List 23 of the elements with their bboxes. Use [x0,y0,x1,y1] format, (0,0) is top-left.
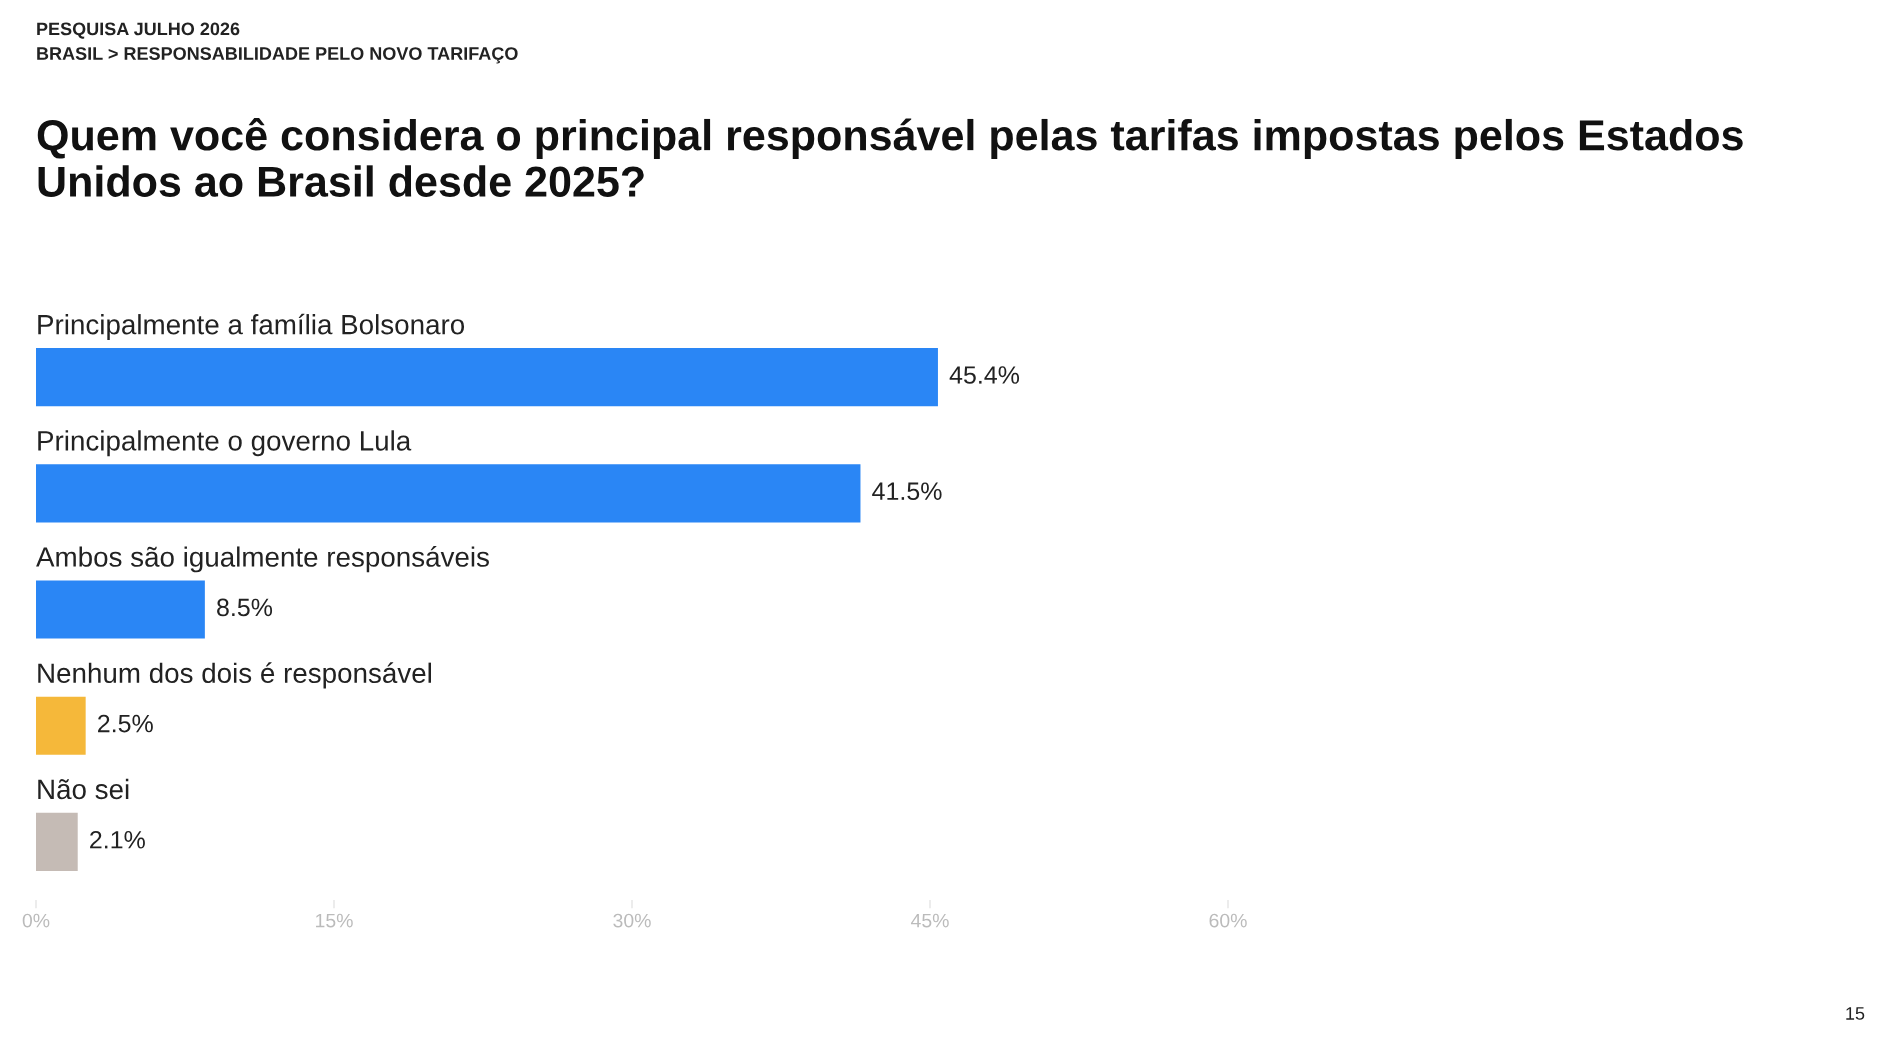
data-label: 2.5% [98,714,153,733]
x-tick-label: 0% [22,913,50,928]
data-label: 45.4% [949,366,1020,384]
x-tick-label: 30% [613,913,651,928]
y-tick-label: Principalmente a família Bolsonaro [38,313,465,340]
bar [36,812,78,871]
y-tick-label: Não sei [38,778,129,800]
chart-title: Quem você considera o principal responsável pelas tarifas impostas pelos Estados Unidos ao Brasil desde 2025? [37,118,1743,197]
bar [36,348,938,407]
y-tick-label: Nenhum dos dois é responsável [38,662,431,689]
bar [36,464,861,523]
x-tick-label: 60% [1209,913,1247,928]
bar [36,580,205,639]
chart-subtitle: PESQUISA JULHO 2026 BRASIL > RESPONSABILIDADE PELO NOVO TARIFAÇO [37,22,518,64]
y-tick-label: Ambos são igualmente responsáveis [36,546,489,573]
x-tick-label: 15% [316,913,353,928]
data-label: 2.1% [90,830,145,849]
x-tick-label: 45% [910,913,949,928]
bar [36,696,86,755]
text: 15 [1846,1007,1865,1020]
y-tick-label: Principalmente o governo Lula [38,430,412,457]
data-label: 8.5% [217,598,273,617]
data-label: 41.5% [872,482,942,501]
